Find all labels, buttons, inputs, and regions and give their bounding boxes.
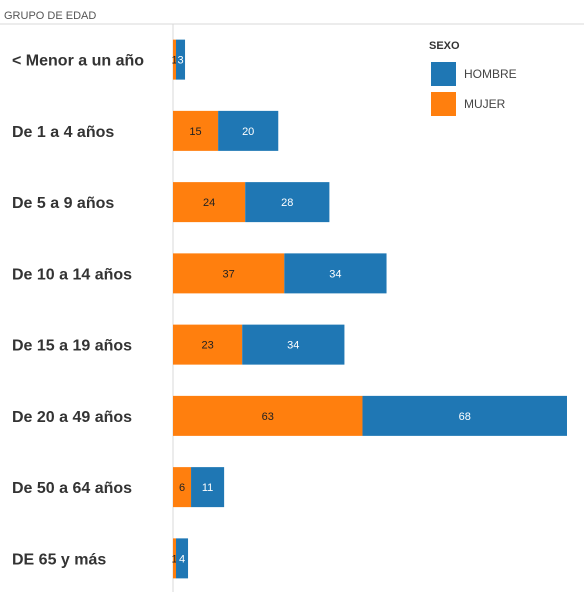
data-label-hombre-menor-a-un-ano: 3	[177, 55, 183, 67]
bar-hombre-de-5-a-9-anos[interactable]	[245, 182, 330, 223]
data-label-hombre-de-1-a-4-anos: 20	[242, 126, 254, 138]
data-label-mujer-de-15-a-19-anos: 23	[201, 340, 213, 352]
category-label-menor-a-un-ano: < Menor a un año	[12, 53, 144, 70]
legend-label-mujer: MUJER	[464, 97, 506, 111]
legend-label-hombre: HOMBRE	[464, 67, 517, 81]
data-label-mujer-de-5-a-9-anos: 24	[203, 197, 215, 209]
bar-hombre-de-65-y-mas[interactable]	[176, 538, 189, 579]
data-label-hombre-de-65-y-mas: 4	[179, 553, 185, 565]
category-label-de-1-a-4-anos: De 1 a 4 años	[12, 124, 114, 141]
bar-mujer-de-50-a-64-anos[interactable]	[173, 467, 192, 508]
data-label-hombre-de-15-a-19-anos: 34	[287, 340, 299, 352]
bar-mujer-de-15-a-19-anos[interactable]	[173, 324, 243, 365]
legend-title: SEXO	[429, 40, 460, 52]
legend: SEXO HOMBRE MUJER	[429, 40, 517, 116]
bar-hombre-de-20-a-49-anos[interactable]	[362, 395, 567, 436]
data-label-mujer-de-65-y-mas: 1	[171, 553, 177, 565]
category-label-de-20-a-49-anos: De 20 a 49 años	[12, 409, 132, 426]
category-label-de-50-a-64-anos: De 50 a 64 años	[12, 480, 132, 497]
data-label-hombre-de-20-a-49-anos: 68	[459, 411, 471, 423]
legend-swatch-mujer[interactable]	[431, 92, 456, 116]
data-label-mujer-de-50-a-64-anos: 6	[179, 482, 185, 494]
legend-swatch-hombre[interactable]	[431, 62, 456, 86]
bar-mujer-de-65-y-mas[interactable]	[173, 538, 177, 579]
bar-mujer-de-20-a-49-anos[interactable]	[173, 395, 363, 436]
bar-mujer-de-5-a-9-anos[interactable]	[173, 182, 246, 223]
bar-mujer-menor-a-un-ano[interactable]	[173, 39, 177, 80]
bar-hombre-de-50-a-64-anos[interactable]	[191, 467, 225, 508]
category-label-de-10-a-14-anos: De 10 a 14 años	[12, 266, 132, 283]
data-label-hombre-de-10-a-14-anos: 34	[329, 268, 341, 280]
row-header: GRUPO DE EDAD	[4, 10, 96, 22]
data-label-mujer-de-10-a-14-anos: 37	[223, 268, 235, 280]
data-label-mujer-de-20-a-49-anos: 63	[262, 411, 274, 423]
bar-hombre-de-1-a-4-anos[interactable]	[218, 110, 279, 151]
bar-mujer-de-10-a-14-anos[interactable]	[173, 253, 285, 294]
bar-mujer-de-1-a-4-anos[interactable]	[173, 110, 219, 151]
data-label-hombre-de-50-a-64-anos: 11	[202, 482, 213, 494]
category-label-de-65-y-mas: DE 65 y más	[12, 551, 106, 568]
category-label-de-15-a-19-anos: De 15 a 19 años	[12, 338, 132, 355]
bar-hombre-menor-a-un-ano[interactable]	[176, 39, 186, 80]
bar-hombre-de-10-a-14-anos[interactable]	[284, 253, 387, 294]
data-label-mujer-menor-a-un-ano: 1	[171, 55, 177, 67]
bar-hombre-de-15-a-19-anos[interactable]	[242, 324, 345, 365]
category-label-de-5-a-9-anos: De 5 a 9 años	[12, 195, 114, 212]
data-label-hombre-de-5-a-9-anos: 28	[281, 197, 293, 209]
data-label-mujer-de-1-a-4-anos: 15	[189, 126, 201, 138]
